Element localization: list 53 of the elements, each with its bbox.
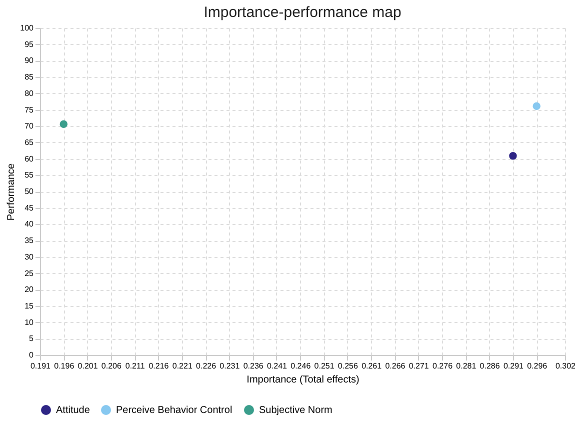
x-tick-label: 0.251 xyxy=(314,362,335,370)
x-tick-label: 0.302 xyxy=(555,362,576,370)
y-tick-label: 0 xyxy=(29,350,34,360)
x-tick-label: 0.221 xyxy=(172,362,193,370)
x-tick-label: 0.246 xyxy=(290,362,312,370)
y-tick-label: 85 xyxy=(24,72,34,82)
x-tick-label: 0.281 xyxy=(456,362,477,370)
x-tick-label: 0.236 xyxy=(243,362,264,370)
chart-title: Importance-performance map xyxy=(204,4,402,21)
point xyxy=(509,152,517,160)
point xyxy=(532,102,540,110)
x-tick-label: 0.231 xyxy=(220,362,240,370)
legend-label: Perceive Behavior Control xyxy=(116,405,232,416)
y-tick-label: 20 xyxy=(24,285,34,294)
x-tick-label: 0.211 xyxy=(125,362,146,370)
y-tick-label: 65 xyxy=(24,138,34,147)
y-tick-label: 70 xyxy=(24,122,34,131)
y-tick-label: 35 xyxy=(24,236,34,246)
legend-label: Subjective Norm xyxy=(259,405,332,416)
x-tick-label: 0.261 xyxy=(362,362,382,370)
y-tick-label: 45 xyxy=(24,203,34,212)
x-tick-label: 0.216 xyxy=(148,362,170,370)
y-tick-label: 50 xyxy=(24,187,34,196)
x-tick-label: 0.256 xyxy=(338,362,358,370)
x-tick-label: 0.191 xyxy=(30,362,52,370)
x-axis-title: Importance (Total effects) xyxy=(246,374,360,386)
y-tick-label: 95 xyxy=(24,40,34,49)
x-tick-label: 0.286 xyxy=(480,362,500,370)
x-tick-label: 0.241 xyxy=(266,362,288,370)
x-tick-label: 0.291 xyxy=(503,362,524,370)
x-tick-label: 0.201 xyxy=(78,362,98,370)
y-tick-label: 10 xyxy=(24,318,34,327)
y-tick-label: 100 xyxy=(20,24,34,32)
y-tick-label: 60 xyxy=(24,154,34,164)
y-tick-label: 75 xyxy=(24,105,34,114)
y-tick-label: 5 xyxy=(29,334,34,344)
y-tick-label: 25 xyxy=(24,268,34,278)
y-tick-label: 30 xyxy=(24,252,34,262)
y-tick-label: 90 xyxy=(24,56,34,66)
y-tick-label: 80 xyxy=(24,88,34,98)
x-tick-label: 0.266 xyxy=(385,362,406,370)
y-tick-label: 15 xyxy=(24,301,34,310)
x-tick-label: 0.206 xyxy=(101,362,122,370)
x-tick-label: 0.276 xyxy=(432,362,454,370)
x-tick-label: 0.226 xyxy=(196,362,217,370)
x-tick-label: 0.196 xyxy=(54,362,75,370)
y-tick-label: 40 xyxy=(24,220,34,229)
y-tick-label: 55 xyxy=(24,170,34,180)
y-axis-title: Performance xyxy=(6,162,18,221)
x-tick-label: 0.271 xyxy=(408,362,430,370)
point xyxy=(60,120,68,128)
legend-label: Attitude xyxy=(56,405,90,416)
x-tick-label: 0.296 xyxy=(527,362,548,370)
